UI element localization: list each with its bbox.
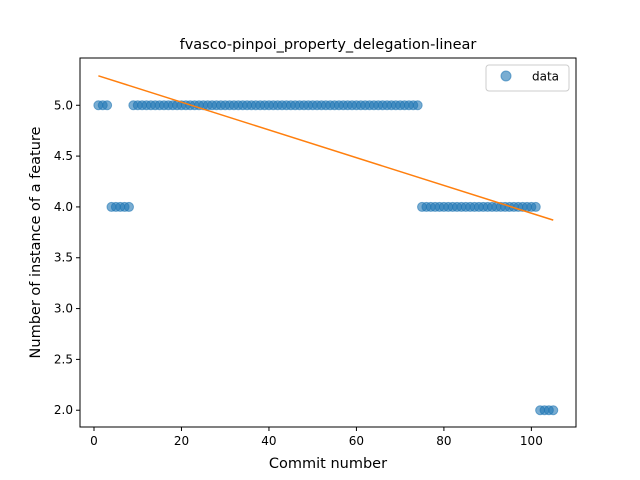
x-tick-label: 40 (261, 434, 276, 448)
legend-marker-data (500, 70, 512, 82)
y-tick-label: 5.0 (54, 98, 73, 112)
x-tick-label: 0 (90, 434, 98, 448)
x-axis-label: Commit number (269, 456, 387, 472)
plot-area (93, 75, 559, 416)
x-tick-label: 60 (349, 434, 364, 448)
y-tick-label: 3.5 (54, 251, 73, 265)
y-tick-label: 4.5 (54, 149, 73, 163)
legend: data (485, 64, 570, 92)
y-axis-label: Number of instance of a feature (28, 126, 44, 358)
data-point (102, 100, 113, 111)
data-point (412, 100, 423, 111)
data-point (530, 201, 541, 212)
plot-frame (79, 57, 577, 428)
chart-title: fvasco-pinpoi_property_delegation-linear (180, 37, 477, 53)
x-tick-label: 100 (520, 434, 543, 448)
data-point (548, 405, 559, 416)
fit-line (98, 75, 554, 221)
axes: 0 20 40 60 80 100 2.0 2.5 3.0 3.5 4.0 4.5 5.0 (54, 98, 543, 448)
x-tick-label: 80 (436, 434, 451, 448)
data-point (123, 201, 134, 212)
x-tick-label: 20 (174, 434, 189, 448)
y-tick-label: 4.0 (54, 200, 73, 214)
y-tick-label: 2.5 (54, 352, 73, 366)
y-tick-label: 3.0 (54, 302, 73, 316)
y-tick-label: 2.0 (54, 403, 73, 417)
legend-label-data: data (532, 70, 559, 84)
